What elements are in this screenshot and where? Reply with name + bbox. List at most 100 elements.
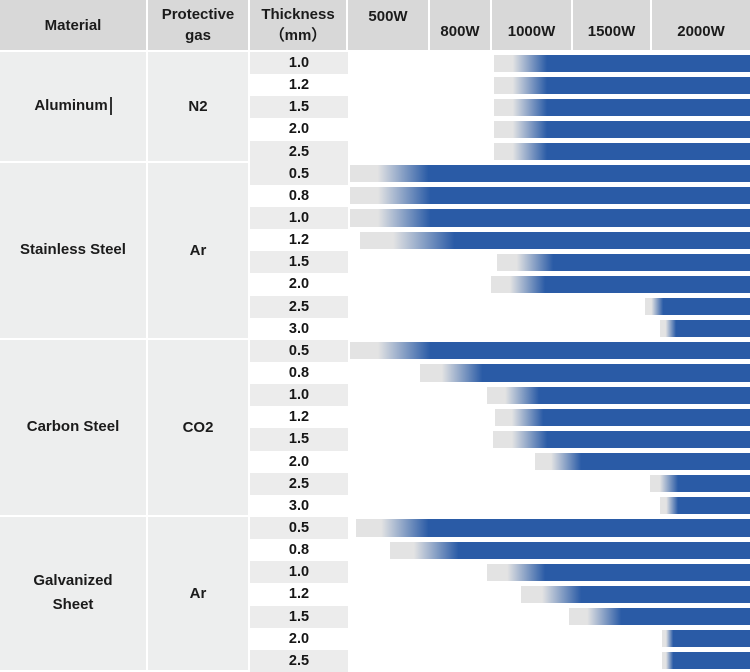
thickness-cell: 0.5 [250,516,348,540]
table-row: 1.0 [250,384,750,407]
table-row: 3.0 [250,494,750,517]
capability-bar [350,187,750,205]
thickness-cell: 1.2 [250,229,348,252]
bar-cell [348,140,750,163]
bar-cell [348,74,750,97]
capability-bar [360,231,750,249]
thickness-cell: 0.5 [250,162,348,185]
bar-cell [348,428,750,451]
material-label: Stainless Steel [20,241,126,259]
table-row: 2.5 [250,140,750,163]
capability-bar [659,497,750,515]
capability-bar [356,519,750,537]
capability-bar [486,386,750,404]
bar-cell [348,384,750,407]
capability-bar [486,563,750,581]
gas-cell: Ar [148,516,250,672]
bar-cell [348,251,750,274]
bar-cell [348,273,750,296]
thickness-cell: 1.0 [250,206,348,230]
bar-cell [348,52,750,75]
header-power-800w-label: 800W [440,23,480,40]
table-row: 0.8 [250,539,750,562]
bar-cell [348,561,750,584]
thickness-cell: 2.5 [250,649,348,672]
capability-bar [520,585,750,604]
table-header: Material Protective gas Thickness （mm） 5… [0,0,750,52]
table-row: 2.0 [250,273,750,296]
thickness-cell: 1.2 [250,74,348,97]
bar-cell [348,229,750,252]
capability-bar [493,120,750,139]
capability-bar [496,253,750,271]
table-row: 0.5 [250,162,750,185]
bar-cell [348,96,750,119]
capability-bar [350,209,750,227]
thickness-cell: 0.8 [250,361,348,385]
capability-bar [649,475,750,493]
table-row: 0.5 [250,339,750,362]
capability-bar [534,453,750,471]
capability-bar [390,541,750,559]
thickness-cell: 1.2 [250,406,348,429]
bar-cell [348,649,750,672]
capability-bar [645,298,750,316]
table-row: 2.5 [250,295,750,318]
capability-bar [493,54,750,72]
thickness-cell: 2.5 [250,472,348,495]
bar-cell [348,583,750,606]
header-power-500w: 500W [348,0,430,50]
bar-cell [348,494,750,517]
capability-bar [494,408,750,426]
bar-cell [348,539,750,562]
capability-bar [659,320,750,338]
table-row: 2.0 [250,118,750,141]
header-material-label: Material [44,16,102,34]
thickness-cell: 1.2 [250,583,348,606]
group-rows: 0.5 0.8 1.0 1.2 1.5 2.0 2.5 3.0 [250,339,750,517]
capability-bar [492,430,750,449]
thickness-cell: 2.0 [250,273,348,296]
table-row: 1.5 [250,605,750,628]
thickness-cell: 1.0 [250,52,348,75]
material-label: Aluminum [34,97,108,115]
header-power-800w: 800W [430,0,492,50]
header-power-500w-label: 500W [368,8,408,25]
thickness-cell: 3.0 [250,317,348,340]
table-row: 0.5 [250,516,750,540]
header-gas-line2: gas [185,27,211,44]
gas-cell: N2 [148,52,250,163]
capability-bar [490,275,750,294]
bar-cell [348,516,750,540]
material-cell: Stainless Steel [0,162,148,340]
header-power-2000w: 2000W [652,0,750,50]
table-row: 1.5 [250,251,750,274]
thickness-cell: 2.0 [250,118,348,141]
bar-cell [348,627,750,650]
group-rows: 0.5 0.8 1.0 1.2 1.5 2.0 2.5 [250,516,750,672]
bar-cell [348,361,750,385]
bar-cell [348,605,750,628]
material-group: Carbon Steel CO2 0.5 0.8 1.0 1.2 1.5 2.0 2.5 3.0 [0,339,750,517]
table-row: 0.8 [250,184,750,207]
capability-bar [493,143,750,161]
group-rows: 0.5 0.8 1.0 1.2 1.5 2.0 2.5 3.0 [250,162,750,340]
header-thickness: Thickness （mm） [250,0,348,50]
thickness-cell: 1.5 [250,96,348,119]
material-group: Stainless Steel Ar 0.5 0.8 1.0 1.2 1.5 2.0 2.5 3.… [0,162,750,340]
table-row: 2.5 [250,649,750,672]
thickness-cell: 1.0 [250,561,348,584]
thickness-cell: 1.5 [250,251,348,274]
header-power-1500w: 1500W [573,0,652,50]
table-row: 2.0 [250,450,750,473]
header-material: Material [0,0,148,50]
capability-bar [569,608,750,626]
gas-cell: Ar [148,162,250,340]
table-row: 1.5 [250,96,750,119]
table-row: 1.2 [250,74,750,97]
bar-cell [348,472,750,495]
text-cursor [109,97,112,116]
table-row: 3.0 [250,317,750,340]
header-power-1000w-label: 1000W [507,23,556,40]
